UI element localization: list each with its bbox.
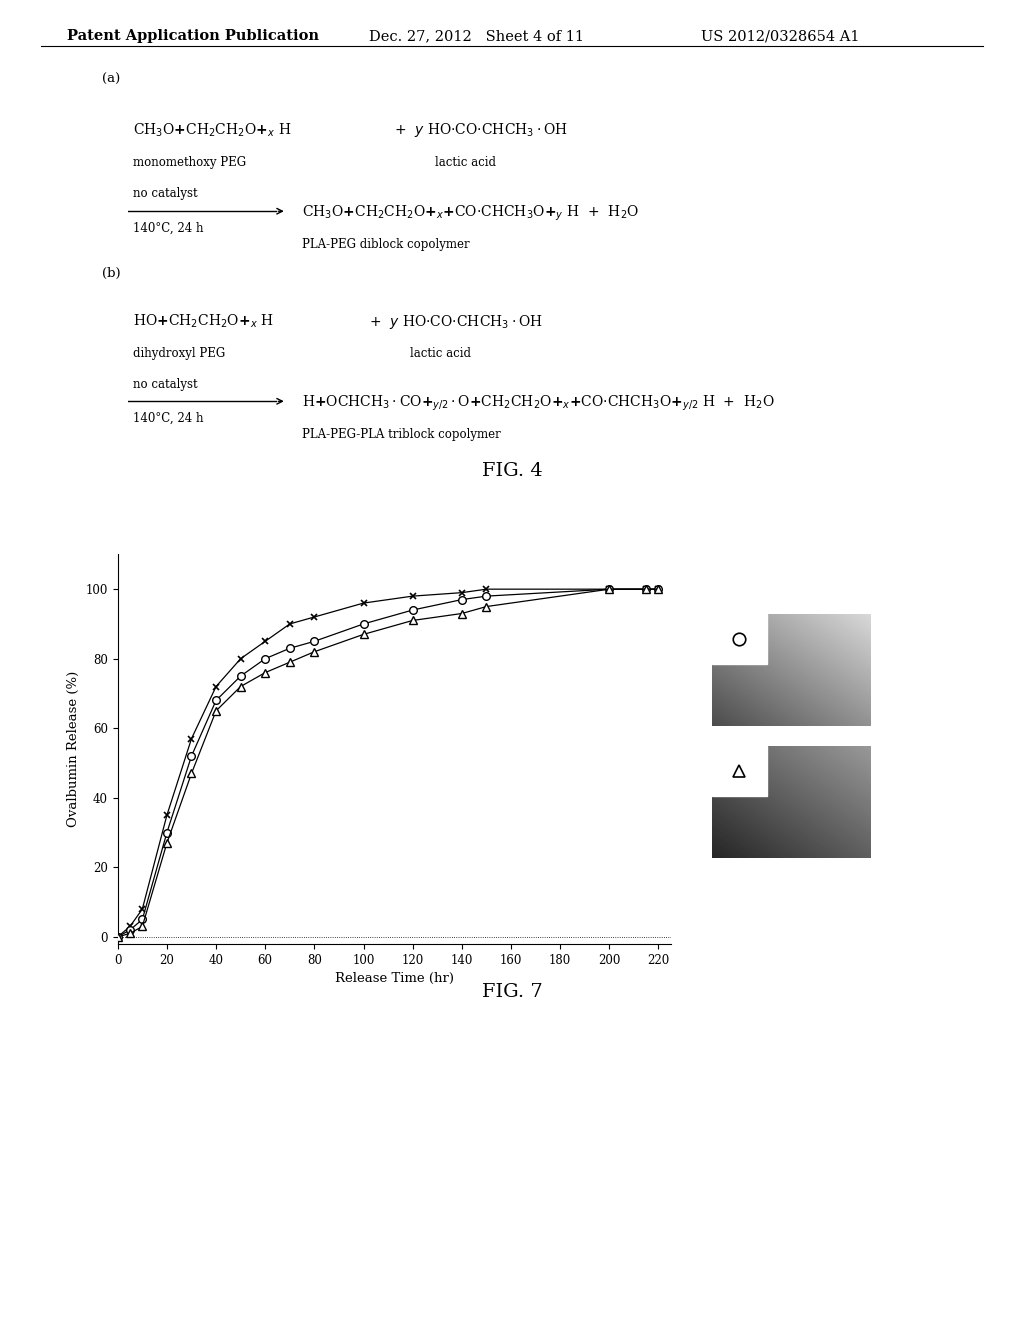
Text: PLA-PEG-PLA triblock copolymer: PLA-PEG-PLA triblock copolymer (302, 428, 501, 441)
Bar (712, 614, 767, 664)
Text: no catalyst: no catalyst (133, 187, 198, 201)
Text: lactic acid: lactic acid (435, 156, 497, 169)
Text: US 2012/0328654 A1: US 2012/0328654 A1 (701, 29, 860, 44)
Text: $+$  $y$ HO$\cdot$CO$\cdot$CHCH$_3\cdot$OH: $+$ $y$ HO$\cdot$CO$\cdot$CHCH$_3\cdot$O… (369, 313, 543, 331)
Text: (b): (b) (102, 267, 121, 280)
Text: (a): (a) (102, 73, 121, 86)
X-axis label: Release Time (hr): Release Time (hr) (335, 972, 454, 985)
Text: Patent Application Publication: Patent Application Publication (67, 29, 318, 44)
Text: CH$_3$O$\boldsymbol{+}$CH$_2$CH$_2$O$\boldsymbol{+}_x\boldsymbol{+}$CO$\cdot$CHC: CH$_3$O$\boldsymbol{+}$CH$_2$CH$_2$O$\bo… (302, 203, 639, 223)
Text: no catalyst: no catalyst (133, 378, 198, 391)
Bar (712, 746, 767, 796)
Text: PLA-PEG diblock copolymer: PLA-PEG diblock copolymer (302, 238, 470, 251)
Text: CH$_3$O$\boldsymbol{+}$CH$_2$CH$_2$O$\boldsymbol{+}_x$ H: CH$_3$O$\boldsymbol{+}$CH$_2$CH$_2$O$\bo… (133, 121, 292, 139)
Text: FIG. 4: FIG. 4 (481, 462, 543, 480)
Text: FIG. 7: FIG. 7 (481, 983, 543, 1002)
Text: H$\boldsymbol{+}$OCHCH$_3\cdot$CO$\boldsymbol{+}_{y/2}\cdot$O$\boldsymbol{+}$CH$: H$\boldsymbol{+}$OCHCH$_3\cdot$CO$\bolds… (302, 393, 775, 413)
Text: $+$  $y$ HO$\cdot$CO$\cdot$CHCH$_3\cdot$OH: $+$ $y$ HO$\cdot$CO$\cdot$CHCH$_3\cdot$O… (394, 121, 568, 140)
Y-axis label: Ovalbumin Release (%): Ovalbumin Release (%) (68, 671, 80, 828)
Text: 140°C, 24 h: 140°C, 24 h (133, 412, 204, 425)
Text: monomethoxy PEG: monomethoxy PEG (133, 156, 246, 169)
Text: 140°C, 24 h: 140°C, 24 h (133, 222, 204, 235)
Text: HO$\boldsymbol{+}$CH$_2$CH$_2$O$\boldsymbol{+}_x$ H: HO$\boldsymbol{+}$CH$_2$CH$_2$O$\boldsym… (133, 313, 274, 330)
Text: dihydroxyl PEG: dihydroxyl PEG (133, 347, 225, 360)
Text: lactic acid: lactic acid (410, 347, 471, 360)
Text: Dec. 27, 2012   Sheet 4 of 11: Dec. 27, 2012 Sheet 4 of 11 (369, 29, 584, 44)
